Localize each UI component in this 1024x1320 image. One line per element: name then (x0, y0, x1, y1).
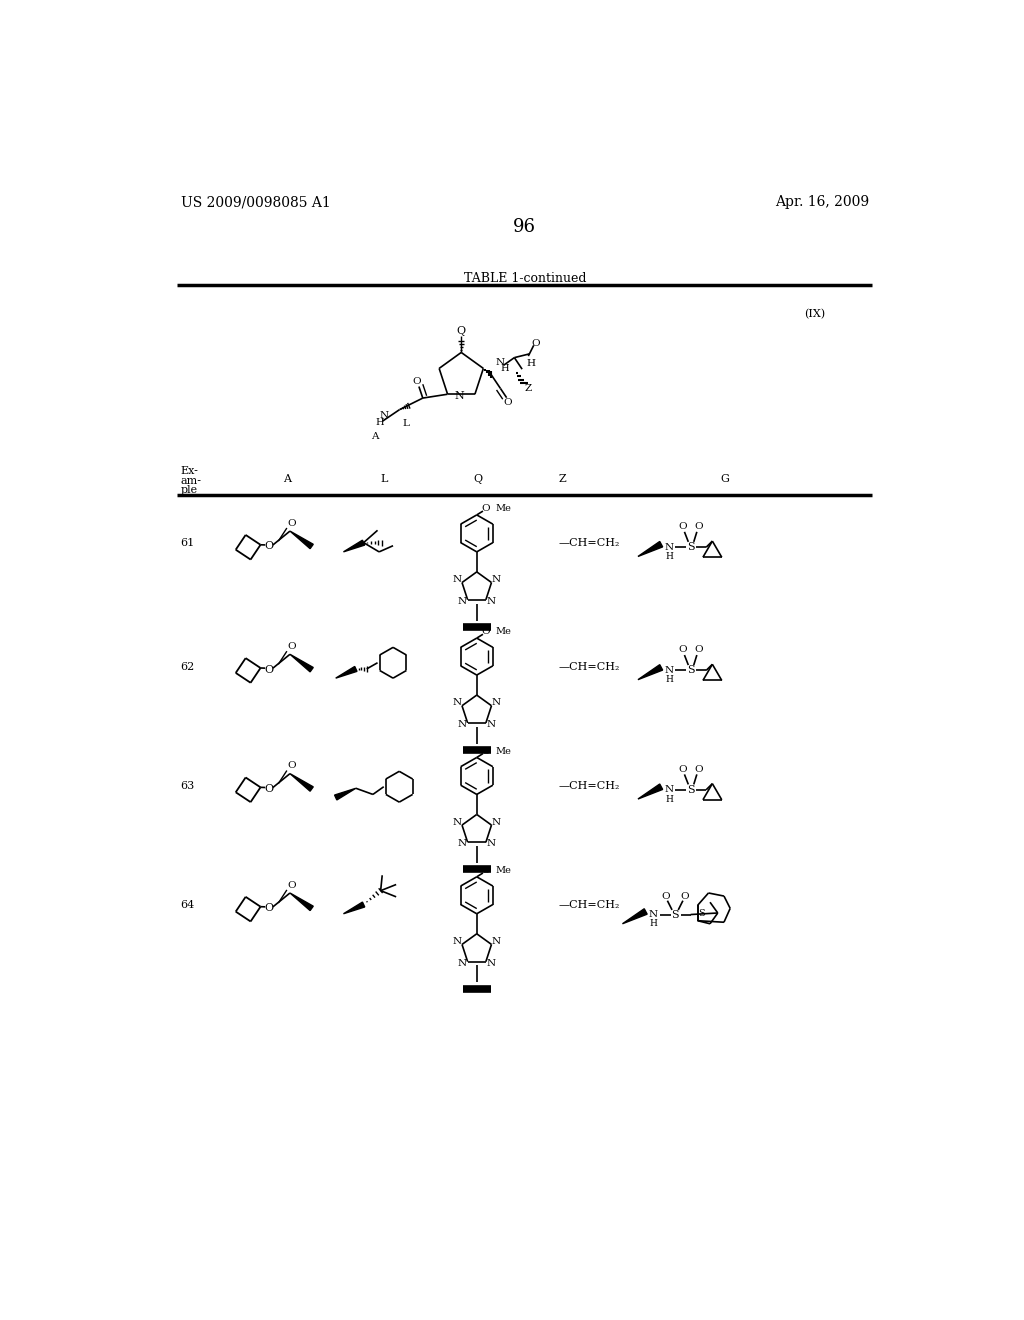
Text: S: S (687, 543, 694, 552)
Text: N: N (649, 909, 658, 919)
Text: L: L (402, 418, 410, 428)
Text: —CH=CH₂: —CH=CH₂ (558, 539, 620, 548)
Text: O: O (264, 784, 273, 795)
Text: —CH=CH₂: —CH=CH₂ (558, 900, 620, 911)
Text: Z: Z (524, 384, 531, 393)
Polygon shape (290, 892, 313, 911)
Text: N: N (458, 597, 467, 606)
Polygon shape (623, 908, 647, 924)
Text: 62: 62 (180, 661, 195, 672)
Text: L: L (380, 474, 387, 483)
Text: N: N (454, 391, 464, 401)
Text: O: O (694, 645, 702, 655)
Text: 63: 63 (180, 781, 195, 791)
Text: O: O (287, 762, 296, 771)
Text: A: A (371, 432, 379, 441)
Text: N: N (665, 785, 674, 795)
Text: O: O (481, 504, 490, 513)
Polygon shape (638, 784, 663, 799)
Text: O: O (264, 903, 273, 913)
Text: O: O (694, 764, 702, 774)
Text: N: N (486, 840, 496, 849)
Text: O: O (679, 645, 687, 655)
Text: 64: 64 (180, 900, 195, 911)
Text: O: O (679, 521, 687, 531)
Text: —CH=CH₂: —CH=CH₂ (558, 781, 620, 791)
Text: H: H (501, 364, 509, 374)
Text: N: N (492, 576, 501, 583)
Text: N: N (486, 719, 496, 729)
Text: O: O (264, 541, 273, 552)
Text: N: N (496, 358, 505, 367)
Text: N: N (492, 817, 501, 826)
Text: (IX): (IX) (805, 309, 825, 319)
Text: G: G (720, 474, 729, 483)
Text: N: N (380, 411, 388, 420)
Polygon shape (343, 902, 365, 913)
Text: O: O (504, 397, 512, 407)
Text: O: O (413, 376, 421, 385)
Text: N: N (453, 817, 462, 826)
Text: Me: Me (496, 504, 511, 513)
Text: Z: Z (558, 474, 566, 483)
Polygon shape (335, 788, 356, 800)
Text: O: O (679, 764, 687, 774)
Text: A: A (283, 474, 291, 483)
Text: H: H (649, 919, 657, 928)
Text: US 2009/0098085 A1: US 2009/0098085 A1 (180, 195, 331, 210)
Text: N: N (458, 719, 467, 729)
Text: O: O (531, 339, 541, 348)
Text: N: N (486, 958, 496, 968)
Text: N: N (458, 840, 467, 849)
Text: TABLE 1-continued: TABLE 1-continued (464, 272, 586, 285)
Polygon shape (638, 665, 663, 680)
Text: O: O (287, 642, 296, 651)
Text: —CH=CH₂: —CH=CH₂ (558, 661, 620, 672)
Polygon shape (290, 655, 313, 672)
Text: O: O (694, 521, 702, 531)
Text: N: N (458, 958, 467, 968)
Text: N: N (453, 937, 462, 946)
Polygon shape (290, 774, 313, 791)
Polygon shape (638, 541, 663, 557)
Text: O: O (481, 627, 490, 636)
Text: N: N (486, 597, 496, 606)
Text: Me: Me (496, 627, 511, 636)
Text: Ex-: Ex- (180, 466, 199, 477)
Text: Q: Q (457, 326, 466, 335)
Text: am-: am- (180, 475, 202, 486)
Text: O: O (481, 866, 490, 875)
Text: N: N (665, 667, 674, 675)
Text: N: N (453, 576, 462, 583)
Text: S: S (672, 909, 679, 920)
Text: S: S (687, 665, 694, 676)
Text: Me: Me (496, 866, 511, 875)
Text: H: H (527, 359, 536, 368)
Text: H: H (375, 418, 384, 428)
Text: Q: Q (474, 474, 483, 483)
Text: H: H (665, 676, 673, 684)
Text: O: O (680, 891, 689, 900)
Text: ple: ple (180, 484, 198, 495)
Text: S: S (698, 908, 705, 917)
Text: Me: Me (496, 747, 511, 756)
Text: N: N (665, 543, 674, 552)
Text: 96: 96 (513, 218, 537, 236)
Text: H: H (665, 795, 673, 804)
Text: N: N (492, 698, 501, 708)
Text: 61: 61 (180, 539, 195, 548)
Text: H: H (665, 552, 673, 561)
Polygon shape (290, 531, 313, 549)
Text: Apr. 16, 2009: Apr. 16, 2009 (775, 195, 869, 210)
Polygon shape (343, 540, 365, 552)
Text: N: N (453, 698, 462, 708)
Text: O: O (287, 519, 296, 528)
Text: O: O (662, 891, 670, 900)
Polygon shape (336, 667, 357, 678)
Text: O: O (287, 880, 296, 890)
Text: N: N (492, 937, 501, 946)
Text: S: S (687, 785, 694, 795)
Text: O: O (264, 665, 273, 675)
Text: O: O (481, 747, 490, 756)
